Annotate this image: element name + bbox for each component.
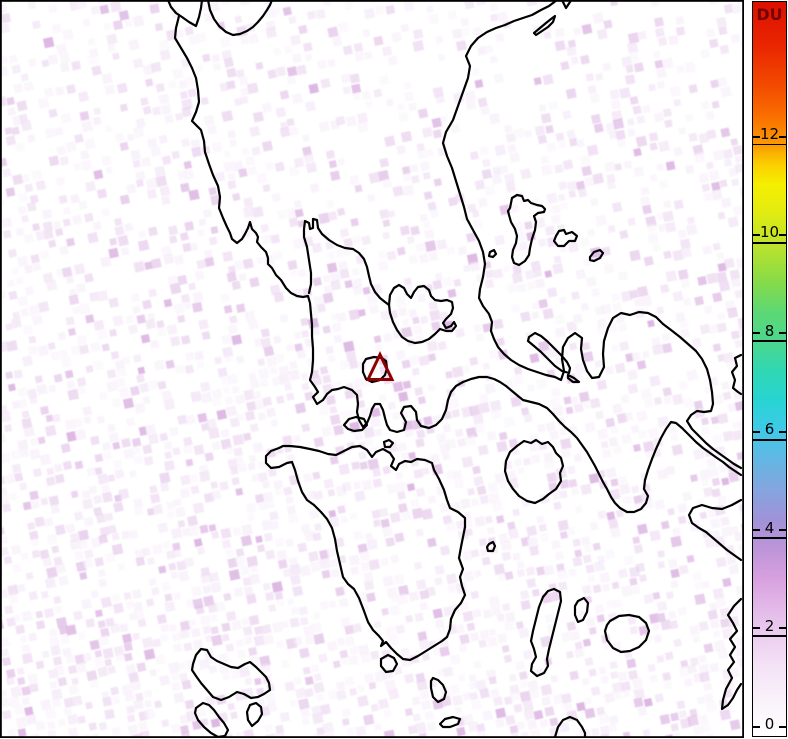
coastline-round-island-southeast: [603, 613, 651, 654]
colorbar-tick-label: 4: [764, 518, 775, 537]
coastline-right-edge-cape-north: [730, 353, 743, 396]
coastline-marinduque-island: [503, 438, 565, 505]
coastline-islet-east-of-polillo: [552, 228, 579, 248]
colorbar-tick: [779, 233, 786, 236]
coastline-zambales-cape: [167, 1, 273, 37]
coastline-mindoro-island: [264, 444, 467, 662]
colorbar-tick-label: 2: [764, 616, 775, 635]
colorbar-level-line: [753, 143, 786, 146]
colorbar-tick-label: 10: [759, 223, 780, 242]
coastline-map: [0, 0, 744, 738]
colorbar-tick: [753, 332, 760, 335]
coastline-right-edge-arrow-peninsula: [720, 597, 743, 711]
colorbar-tick: [753, 529, 760, 532]
coastline-tiny-oval-island: [588, 248, 605, 263]
colorbar-level-line: [753, 635, 786, 638]
map-panel: [0, 0, 744, 738]
colorbar-tick: [779, 135, 786, 138]
coastline-balayan-bay-islet: [342, 415, 369, 433]
map-frame: [0, 0, 744, 738]
coastline-northeast-luzon-coast: [441, 1, 743, 470]
colorbar-tick: [753, 627, 760, 630]
coastline-talim-sliver-island: [526, 331, 572, 375]
coastline-top-notch-islet: [561, 1, 572, 10]
coastlines-layer: [167, 1, 743, 737]
colorbar-tick: [753, 233, 760, 236]
colorbar-tick: [779, 430, 786, 433]
coastline-talim-sliver-south: [566, 373, 581, 384]
colorbar-gradient: [753, 2, 786, 736]
coastline-batangas-islet: [382, 438, 395, 449]
colorbar-level-line: [753, 340, 786, 343]
colorbar-unit-label: DU: [756, 5, 783, 24]
colorbar-tick: [753, 135, 760, 138]
coastline-top-sliver-island: [532, 14, 557, 37]
coastline-tiny-islet-west-of-polillo: [487, 248, 498, 259]
colorbar-tick: [779, 332, 786, 335]
coastline-lubang-islet-east: [245, 701, 264, 728]
colorbar-tick: [779, 627, 786, 630]
colorbar-tick-label: 0: [764, 715, 775, 734]
volcano-marker-icon: [365, 351, 395, 381]
colorbar-tick: [779, 725, 786, 728]
colorbar-tick: [753, 725, 760, 728]
coastline-small-round-island-east: [573, 596, 590, 624]
coastline-right-edge-hook-coast: [687, 498, 743, 562]
coastline-polillo-island: [506, 193, 547, 267]
colorbar-tick-label: 6: [764, 420, 775, 439]
coastline-mindoro-south-islet: [379, 653, 399, 674]
coastline-teardrop-islet: [429, 676, 448, 704]
colorbar-tick: [779, 529, 786, 532]
coastline-laguna-de-bay-lake: [387, 283, 458, 345]
colorbar-tick-label: 8: [764, 321, 775, 340]
coastline-vertical-thin-island: [529, 587, 563, 678]
coastline-manila-laguna-inlet-coast: [302, 217, 391, 307]
coastline-bottom-edge-island: [554, 715, 587, 737]
colorbar: 0 2 4 6 8 10 12 DU: [752, 1, 787, 737]
colorbar-level-line: [753, 241, 786, 244]
coastline-luzon-west-coast: [173, 14, 743, 514]
coastline-tiny-dot-island: [485, 540, 497, 553]
colorbar-level-line: [753, 537, 786, 539]
coastline-lubang-island-main: [190, 647, 272, 702]
colorbar-level-line: [753, 438, 786, 441]
coastline-lubang-island-south: [193, 701, 230, 737]
coastline-sliver-islet-south: [438, 715, 462, 729]
colorbar-tick: [753, 430, 760, 433]
colorbar-tick-label: 12: [759, 125, 780, 144]
